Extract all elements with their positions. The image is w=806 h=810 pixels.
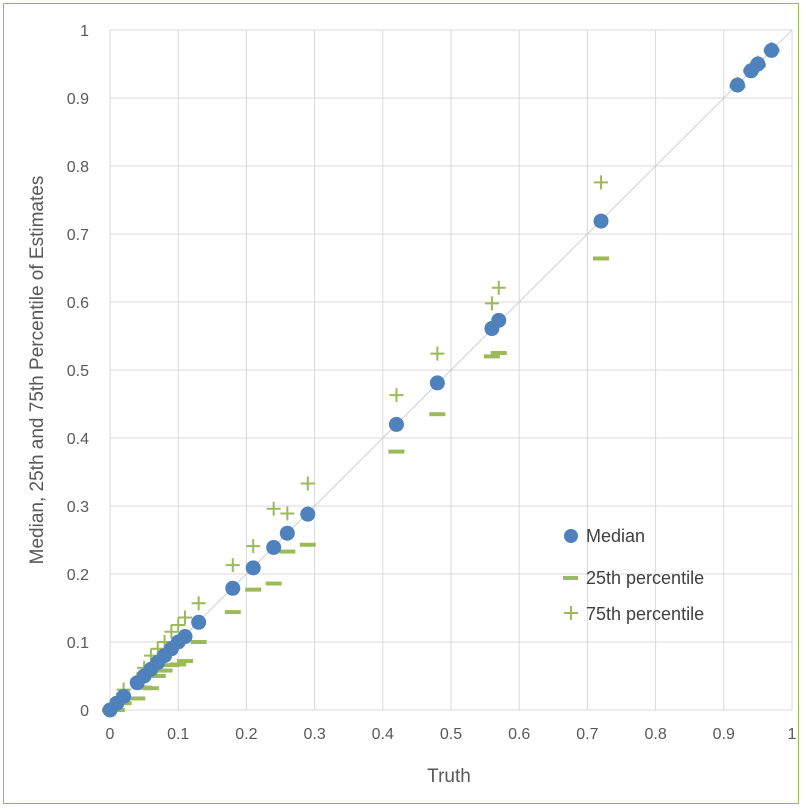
y-tick-label: 0 (80, 703, 89, 720)
y-tick-label: 0.6 (67, 295, 89, 312)
legend-item-median: Median (564, 526, 645, 546)
x-tick-label: 0 (106, 726, 115, 743)
y-tick-label: 0.4 (67, 431, 89, 448)
p25-point (388, 449, 405, 454)
median-point (729, 77, 745, 93)
x-tick-label: 0.7 (576, 726, 598, 743)
x-axis-title: Truth (427, 766, 471, 787)
x-tick-label: 0.9 (713, 726, 735, 743)
gridlines (109, 29, 793, 711)
p25-point (483, 354, 500, 359)
y-tick-label: 0.2 (67, 567, 89, 584)
y-tick-label: 0.3 (67, 499, 89, 516)
p75-point (164, 624, 179, 639)
median-point (388, 416, 404, 432)
median-point (429, 375, 445, 391)
x-tick-label: 0.2 (235, 726, 257, 743)
p25-point (170, 662, 187, 667)
p25-point (224, 610, 241, 615)
p25-point (142, 686, 159, 691)
median-point (266, 539, 282, 555)
x-tick-label: 0.4 (372, 726, 394, 743)
p25-point (149, 674, 166, 678)
median-point (225, 580, 241, 596)
p75-point (266, 501, 281, 516)
reference-diagonal-line (109, 29, 793, 711)
median-point (750, 56, 766, 72)
p25-point (156, 668, 173, 673)
x-axis-ticks: 0 0.1 0.2 0.3 0.4 0.5 0.6 0.7 0.8 0.9 1 (106, 726, 797, 743)
p75-point (191, 596, 206, 611)
median-point (279, 525, 295, 541)
p25-point (593, 256, 610, 261)
legend-75th-label: 75th percentile (586, 604, 704, 624)
legend-25th-marker (563, 576, 578, 580)
x-tick-label: 0.1 (167, 726, 189, 743)
median-point (191, 614, 207, 630)
legend: Median 25th percentile 75th percentile (563, 526, 704, 624)
p25-point (299, 542, 316, 547)
x-tick-label: 0.3 (303, 726, 325, 743)
p25-point (265, 581, 282, 586)
p75-point (430, 346, 445, 361)
y-tick-label: 0.8 (67, 159, 89, 176)
p75-point (389, 388, 404, 403)
p25-point (429, 412, 446, 417)
y-tick-label: 0.9 (67, 91, 89, 108)
x-tick-label: 0.8 (644, 726, 666, 743)
median-point (116, 688, 132, 704)
median-point (764, 42, 780, 58)
legend-median-label: Median (586, 526, 645, 546)
p75-point (171, 618, 186, 632)
x-tick-label: 0.6 (508, 726, 530, 743)
legend-75th-marker (564, 606, 578, 620)
p25-point (245, 587, 262, 592)
p75-point (484, 296, 499, 311)
median-point (491, 312, 507, 328)
legend-item-25th: 25th percentile (563, 568, 704, 588)
p25-point (190, 640, 207, 644)
p75-point (225, 558, 240, 573)
p75-point (491, 280, 506, 295)
p25-point (129, 696, 146, 701)
y-tick-label: 0.7 (67, 227, 89, 244)
median-point (300, 506, 316, 522)
y-tick-label: 0.1 (67, 635, 89, 652)
x-tick-label: 1 (788, 726, 797, 743)
legend-item-75th: 75th percentile (564, 604, 704, 624)
median-point (177, 629, 193, 645)
p75-point (300, 476, 315, 491)
median-point (593, 213, 609, 229)
p75-point (280, 506, 295, 521)
data-marks (102, 42, 780, 718)
x-tick-label: 0.5 (440, 726, 462, 743)
chart-frame (3, 3, 799, 804)
p25-point (490, 351, 507, 355)
legend-25th-label: 25th percentile (586, 568, 704, 588)
p25-point (177, 659, 194, 664)
p75-point (246, 539, 261, 554)
y-tick-label: 0.5 (67, 363, 89, 380)
y-axis-ticks: 0 0.1 0.2 0.3 0.4 0.5 0.6 0.7 0.8 0.9 1 (67, 23, 89, 720)
y-tick-label: 1 (80, 23, 89, 40)
median-point (245, 560, 261, 576)
p25-point (279, 549, 296, 554)
p75-point (178, 610, 193, 625)
y-axis-title: Median, 25th and 75th Percentile of Esti… (27, 176, 48, 565)
p75-point (594, 175, 609, 190)
legend-median-marker (564, 529, 578, 543)
